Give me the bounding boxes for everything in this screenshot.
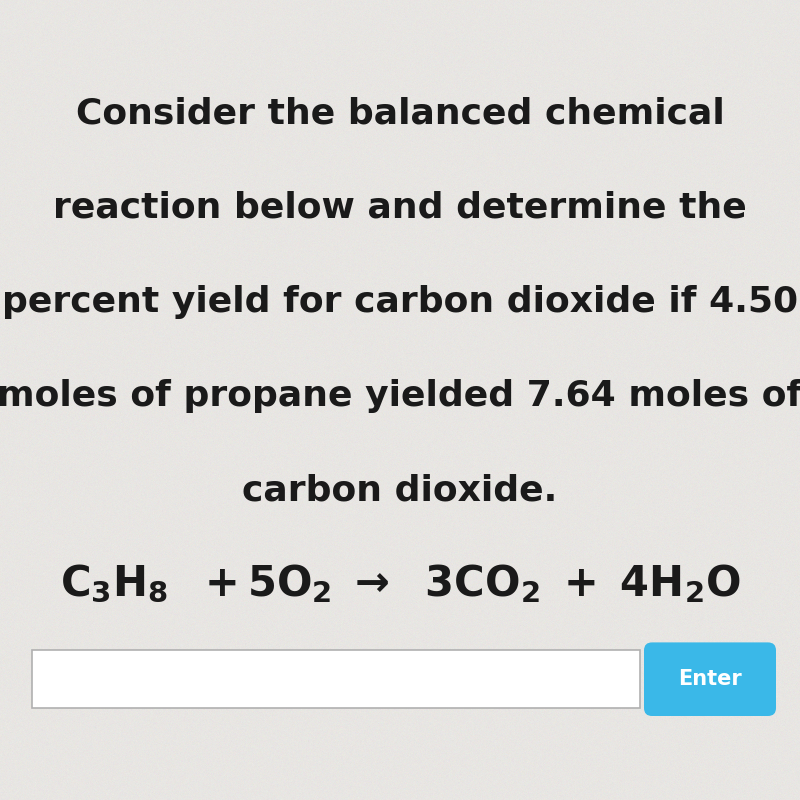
Text: Consider the balanced chemical: Consider the balanced chemical xyxy=(76,96,724,130)
Text: moles of propane yielded 7.64 moles of: moles of propane yielded 7.64 moles of xyxy=(0,379,800,413)
Text: Enter: Enter xyxy=(678,669,742,689)
FancyBboxPatch shape xyxy=(644,642,776,716)
Text: $\mathregular{C_3H_8\ \ +5O_2\ \rightarrow\ \ 3CO_2\ +\ 4H_2O}$: $\mathregular{C_3H_8\ \ +5O_2\ \rightarr… xyxy=(59,563,741,605)
Text: percent yield for carbon dioxide if 4.50: percent yield for carbon dioxide if 4.50 xyxy=(2,285,798,318)
Text: Enter text here: Enter text here xyxy=(316,650,484,670)
Text: reaction below and determine the: reaction below and determine the xyxy=(53,190,747,224)
FancyBboxPatch shape xyxy=(32,650,640,708)
Text: carbon dioxide.: carbon dioxide. xyxy=(242,474,558,507)
